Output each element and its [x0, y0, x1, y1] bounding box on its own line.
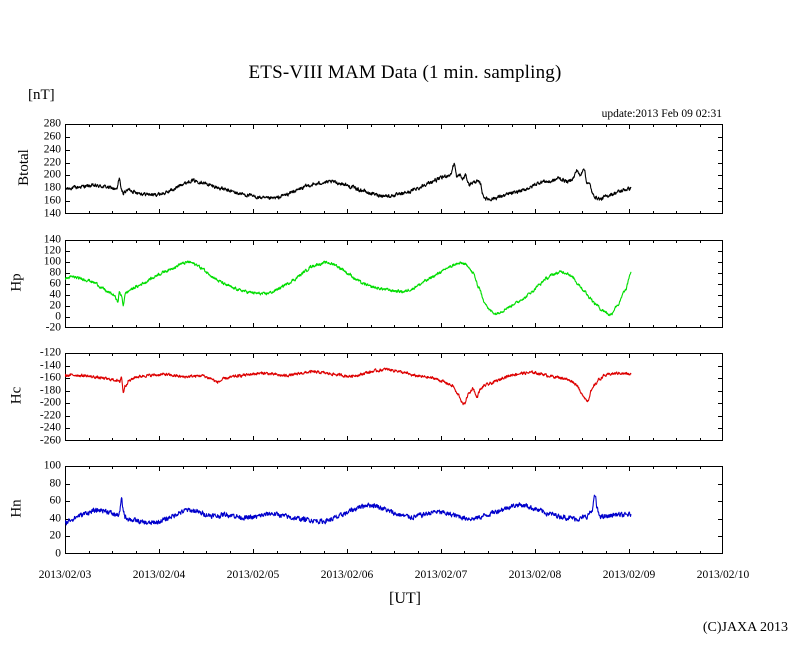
y-tick-label: -200 — [39, 396, 61, 409]
panel-btotal — [65, 124, 723, 214]
y-tick-label: 240 — [43, 142, 61, 155]
y-tick-label: 40 — [49, 288, 62, 301]
y-tick-label: 100 — [43, 459, 61, 472]
y-tick-label: 80 — [49, 476, 62, 489]
y-tick-label: -220 — [39, 409, 61, 422]
x-tick-label: 2013/02/07 — [414, 569, 468, 581]
y-tick-label: 140 — [43, 233, 61, 246]
y-tick-label: -160 — [39, 371, 61, 384]
y-tick-label: 200 — [43, 168, 61, 181]
y-tick-label: 160 — [43, 194, 61, 207]
x-axis-tick-labels: 2013/02/03 2013/02/04 2013/02/05 2013/02/06… — [0, 569, 810, 586]
x-tick-label: 2013/02/03 — [38, 569, 92, 581]
y-axis-title-btotal: Btotal — [15, 149, 32, 186]
trace-hn — [65, 466, 723, 554]
y-unit-label: [nT] — [28, 87, 55, 103]
y-tick-label: -260 — [39, 434, 61, 447]
y-axis-title-hc: Hc — [8, 386, 25, 405]
y-tick-label: -120 — [39, 346, 61, 359]
trace-hp — [65, 240, 723, 328]
y-axis-tick-labels-hn: 0 20 40 60 80 100 — [27, 460, 62, 559]
y-tick-label: 140 — [43, 207, 61, 220]
x-axis-title: [UT] — [389, 590, 421, 607]
y-axis-title-hp: Hp — [8, 273, 25, 292]
y-tick-label: -240 — [39, 421, 61, 434]
y-tick-label: 280 — [43, 117, 61, 130]
y-axis-title-hn: Hn — [8, 499, 25, 518]
y-tick-label: 180 — [43, 181, 61, 194]
trace-hc — [65, 353, 723, 441]
copyright-notice: (C)JAXA 2013 — [702, 620, 788, 635]
x-tick-label: 2013/02/08 — [508, 569, 562, 581]
y-tick-label: 0 — [55, 547, 61, 560]
y-tick-label: 0 — [55, 310, 61, 323]
y-tick-label: 100 — [43, 255, 61, 268]
y-axis-tick-labels-btotal: 140 160 180 200 220 240 260 280 — [27, 118, 61, 219]
y-tick-label: 20 — [49, 299, 62, 312]
x-tick-label: 2013/02/09 — [602, 569, 656, 581]
y-axis-tick-labels-hp: -20 0 20 40 60 80 100 120 140 — [27, 234, 62, 333]
panel-hc — [65, 353, 723, 441]
y-tick-label: 220 — [43, 155, 61, 168]
panel-hn — [65, 466, 723, 554]
x-tick-label: 2013/02/10 — [696, 569, 750, 581]
y-tick-label: -20 — [45, 321, 61, 334]
y-tick-label: 80 — [49, 266, 62, 279]
y-tick-label: -140 — [39, 358, 61, 371]
y-tick-label: 40 — [49, 512, 62, 525]
trace-btotal — [65, 124, 723, 214]
y-axis-tick-labels-hc: -260 -240 -220 -200 -180 -160 -140 -120 — [27, 347, 61, 446]
panel-hp — [65, 240, 723, 328]
update-timestamp: update:2013 Feb 09 02:31 — [601, 108, 722, 120]
panel-frame — [65, 124, 723, 214]
y-tick-label: -180 — [39, 383, 61, 396]
y-tick-label: 60 — [49, 277, 62, 290]
x-tick-label: 2013/02/06 — [320, 569, 374, 581]
x-tick-label: 2013/02/05 — [226, 569, 280, 581]
page-title: ETS-VIII MAM Data (1 min. sampling) — [248, 62, 562, 83]
y-tick-label: 260 — [43, 130, 61, 143]
y-tick-label: 120 — [43, 244, 61, 257]
panel-frame — [65, 466, 723, 554]
y-tick-label: 60 — [49, 494, 62, 507]
x-tick-label: 2013/02/04 — [132, 569, 186, 581]
y-tick-label: 20 — [49, 529, 62, 542]
